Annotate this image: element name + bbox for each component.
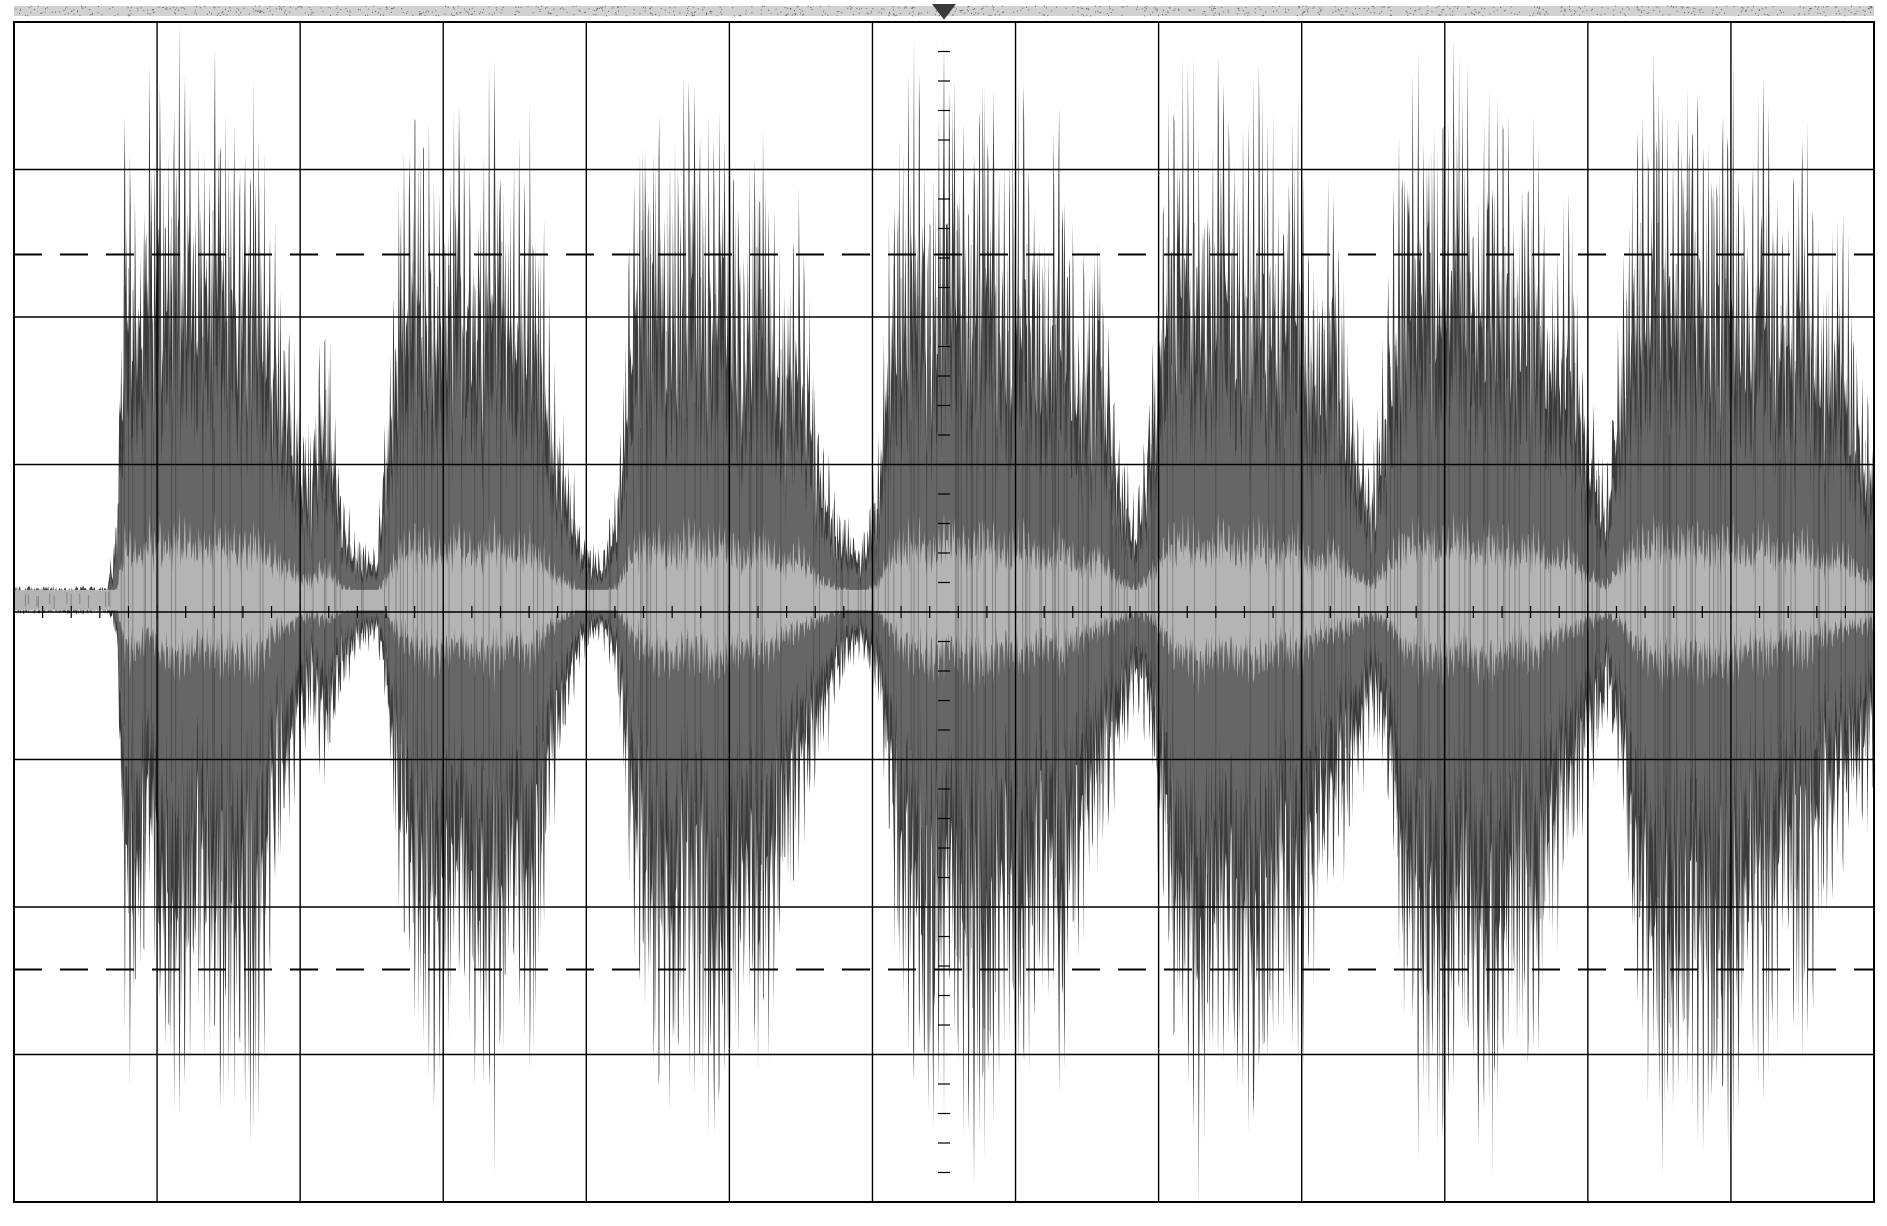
oscilloscope-display [0,0,1887,1226]
oscilloscope-svg [0,0,1887,1226]
